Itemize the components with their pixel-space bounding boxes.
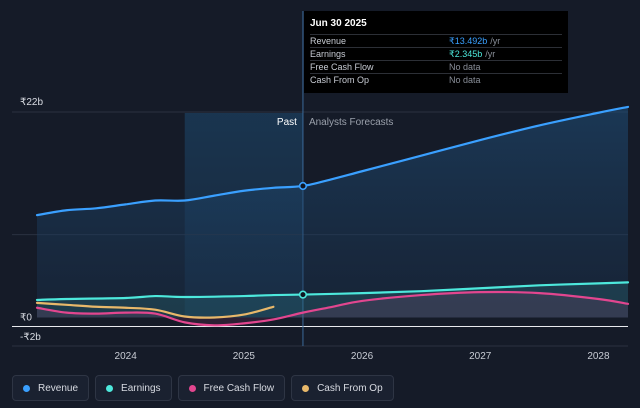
legend-dot-icon — [302, 384, 310, 392]
tooltip-row-revenue: Revenue ₹13.492b /yr — [310, 34, 562, 47]
forecast-label: Analysts Forecasts — [309, 117, 393, 128]
legend-item-revenue[interactable]: Revenue — [12, 375, 90, 401]
legend-label: Earnings — [121, 382, 161, 394]
x-tick-label: 2024 — [115, 351, 138, 362]
series-line-earnings — [35, 281, 630, 302]
tooltip-unit: /yr — [490, 36, 501, 46]
series-line-cash-from-op — [35, 301, 275, 319]
legend-item-free-cash-flow[interactable]: Free Cash Flow — [177, 375, 286, 401]
legend: Revenue Earnings Free Cash Flow Cash Fro… — [12, 375, 394, 401]
tooltip-name: Revenue — [310, 36, 347, 46]
past-label: Past — [277, 117, 297, 128]
tooltip-row-free-cash-flow: Free Cash Flow No data — [310, 60, 562, 73]
legend-item-cash-from-op[interactable]: Cash From Op — [291, 375, 394, 401]
series-area-revenue — [37, 106, 628, 318]
tooltip-name: Cash From Op — [310, 75, 370, 85]
tooltip-unit: /yr — [485, 49, 496, 59]
tooltip-row-cash-from-op: Cash From Op No data — [310, 73, 562, 86]
y-tick-label: -₹2b — [20, 332, 41, 343]
tooltip-value: ₹2.345b — [449, 49, 483, 59]
x-tick-label: 2025 — [233, 351, 256, 362]
tooltip-value: No data — [449, 75, 481, 85]
x-tick-label: 2026 — [351, 351, 374, 362]
legend-dot-icon — [23, 384, 30, 392]
x-tick-label: 2027 — [469, 351, 492, 362]
legend-label: Cash From Op — [317, 382, 383, 394]
series-area-free-cash-flow — [37, 292, 628, 326]
tooltip-value: ₹13.492b — [449, 36, 488, 46]
legend-dot-icon — [188, 384, 196, 392]
x-tick-label: 2028 — [587, 351, 610, 362]
y-tick-label: ₹0 — [20, 313, 32, 324]
marker-revenue — [298, 181, 308, 191]
series-line-free-cash-flow — [35, 290, 630, 327]
tooltip: Jun 30 2025 Revenue ₹13.492b /yr Earning… — [304, 11, 568, 93]
marker-earnings — [298, 290, 308, 299]
tooltip-date: Jun 30 2025 — [310, 18, 367, 29]
tooltip-row-earnings: Earnings ₹2.345b /yr — [310, 47, 562, 60]
tooltip-name: Earnings — [310, 49, 346, 59]
series-line-revenue — [35, 105, 630, 217]
tooltip-value: No data — [449, 62, 481, 72]
legend-dot-icon — [106, 384, 114, 392]
legend-item-earnings[interactable]: Earnings — [95, 375, 172, 401]
legend-label: Free Cash Flow — [203, 382, 275, 394]
y-tick-label: ₹22b — [20, 97, 43, 108]
tooltip-name: Free Cash Flow — [310, 62, 374, 72]
legend-label: Revenue — [38, 382, 79, 394]
